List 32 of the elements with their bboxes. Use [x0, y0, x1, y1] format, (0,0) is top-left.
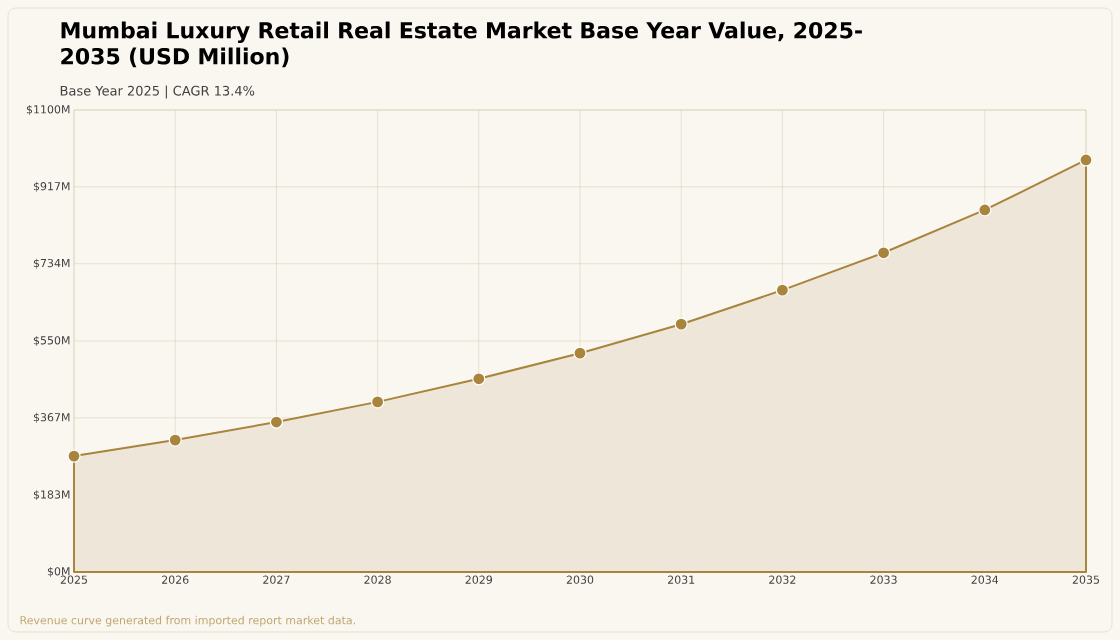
- y-tick-label: $367M: [33, 412, 70, 423]
- chart-subtitle: Base Year 2025 | CAGR 13.4%: [60, 85, 255, 99]
- point: [371, 395, 385, 409]
- x-tick-label: 2031: [668, 575, 695, 584]
- point: [775, 283, 789, 297]
- y-tick-label: $0M: [47, 567, 70, 577]
- point: [67, 449, 81, 463]
- point: [978, 203, 992, 217]
- x-tick-label: 2032: [769, 575, 796, 584]
- point: [573, 346, 587, 360]
- text: Revenue curve generated from imported report market data.: [20, 615, 355, 627]
- point: [674, 317, 688, 331]
- x-tick-label: 2027: [263, 575, 290, 584]
- x-tick-label: 2030: [566, 575, 594, 584]
- x-tick-label: 2028: [364, 575, 391, 584]
- y-tick-label: $1100M: [26, 105, 70, 115]
- x-tick-label: 2026: [162, 575, 189, 584]
- y-tick-label: $734M: [33, 258, 70, 269]
- x-tick-label: 2029: [465, 575, 493, 584]
- y-tick-label: $550M: [33, 336, 70, 346]
- x-tick-label: 2034: [971, 575, 999, 584]
- x-tick-label: 2035: [1072, 575, 1100, 584]
- y-tick-label: $183M: [33, 490, 70, 501]
- x-tick-label: 2033: [870, 575, 897, 584]
- y-tick-label: $917M: [33, 181, 70, 192]
- point: [877, 246, 891, 260]
- chart-title: Mumbai Luxury Retail Real Estate Market Base Year Value, 2025-2035 (USD Million): [61, 21, 862, 68]
- point: [472, 372, 486, 386]
- point: [269, 415, 284, 429]
- point: [1079, 153, 1093, 167]
- x-tick-label: 2025: [60, 575, 88, 584]
- point: [168, 433, 182, 447]
